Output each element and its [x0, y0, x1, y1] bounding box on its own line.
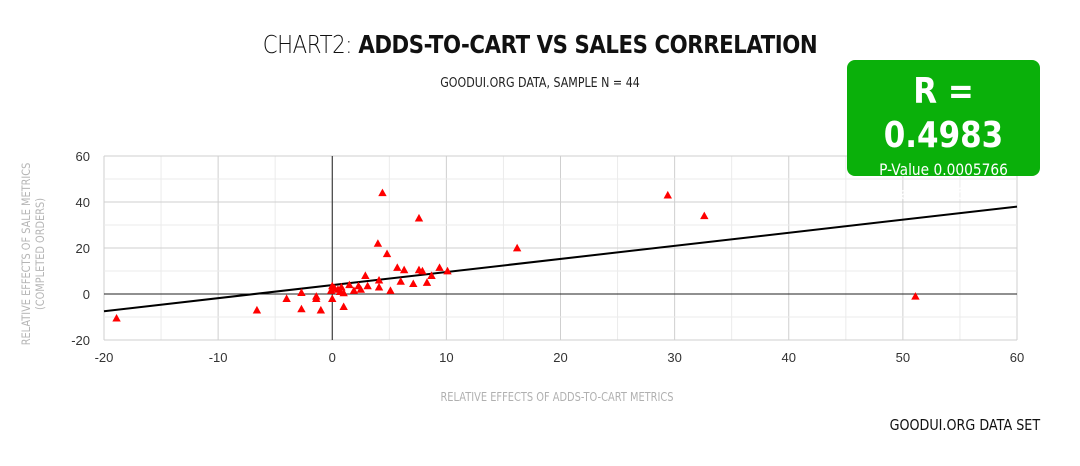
data-point — [443, 266, 452, 275]
y-tick-label: 60 — [76, 149, 90, 164]
data-point — [112, 313, 121, 322]
data-point — [316, 305, 326, 314]
data-point — [378, 188, 387, 197]
data-point — [297, 288, 306, 296]
chart-title-prefix: CHART2: — [262, 30, 359, 59]
data-point — [252, 305, 262, 314]
p-value: P-Value 0.0005766 — [879, 160, 1008, 179]
data-point — [374, 282, 384, 291]
y-tick-label: 0 — [83, 287, 90, 302]
data-point — [399, 265, 409, 274]
data-point — [422, 278, 432, 286]
x-tick-label: -20 — [95, 350, 114, 365]
data-point — [312, 294, 321, 302]
data-point — [339, 288, 348, 297]
y-axis-label-line-1: RELATIVE EFFECTS OF SALE METRICS — [19, 162, 33, 346]
data-point — [396, 277, 405, 285]
data-source-footer: GOODUI.ORG DATA SET — [889, 416, 1040, 434]
x-tick-labels: -20 -10 0 10 20 30 40 50 60 — [95, 350, 1025, 365]
data-point — [386, 286, 395, 294]
y-tick-labels: -20 0 20 40 60 — [71, 149, 90, 348]
data-point — [339, 302, 348, 311]
x-tick-label: 40 — [782, 350, 796, 365]
x-tick-label: 50 — [896, 350, 910, 365]
correlation-stats-box: R = 0.4983 P-Value 0.0005766 Covariance … — [847, 60, 1040, 203]
y-axis-label-line-2: (COMPLETED ORDERS) — [33, 197, 47, 311]
data-point — [337, 282, 346, 291]
data-point — [328, 294, 337, 302]
data-point — [427, 271, 436, 279]
y-tick-label: 40 — [76, 195, 90, 210]
x-tick-label: 20 — [553, 350, 567, 365]
y-tick-label: -20 — [71, 333, 90, 348]
data-point — [326, 286, 336, 294]
data-point — [700, 211, 709, 220]
data-point — [349, 286, 359, 294]
r-value: R = 0.4983 — [883, 71, 1004, 156]
data-point — [435, 263, 444, 271]
x-tick-label: 60 — [1010, 350, 1024, 365]
covariance-value: Covariance 65.8729 — [874, 184, 1013, 203]
x-tick-label: -10 — [209, 350, 228, 365]
data-point — [282, 294, 291, 302]
x-tick-label: 0 — [329, 350, 336, 365]
x-tick-label: 30 — [667, 350, 681, 365]
trendline-group — [103, 205, 1018, 313]
chart-title: CHART2: ADDS-TO-CART VS SALES CORRELATIO… — [81, 30, 999, 59]
data-point — [363, 281, 372, 290]
y-tick-label: 20 — [76, 241, 90, 256]
data-point — [345, 280, 354, 289]
chart-subtitle: GOODUI.ORG DATA, SAMPLE N = 44 — [440, 76, 640, 91]
data-point — [663, 190, 672, 199]
data-point — [361, 271, 370, 279]
data-point — [414, 213, 424, 222]
data-point — [356, 285, 365, 293]
data-point — [393, 263, 402, 271]
x-axis-label: RELATIVE EFFECTS OF ADDS-TO-CART METRICS — [440, 390, 674, 404]
trendline — [103, 205, 1018, 313]
data-point — [297, 304, 306, 313]
data-point — [512, 243, 522, 252]
y-axis-label: RELATIVE EFFECTS OF SALE METRICS (COMPLE… — [19, 144, 47, 364]
data-point — [418, 266, 427, 275]
data-points — [112, 188, 920, 322]
chart-title-main: ADDS-TO-CART VS SALES CORRELATION — [358, 30, 818, 59]
x-axis-label-wrap: RELATIVE EFFECTS OF ADDS-TO-CART METRICS — [100, 390, 986, 404]
data-point — [382, 249, 392, 258]
data-point — [911, 292, 920, 300]
data-point — [409, 279, 418, 288]
data-point — [374, 276, 384, 284]
data-point — [373, 239, 383, 247]
x-tick-label: 10 — [439, 350, 453, 365]
